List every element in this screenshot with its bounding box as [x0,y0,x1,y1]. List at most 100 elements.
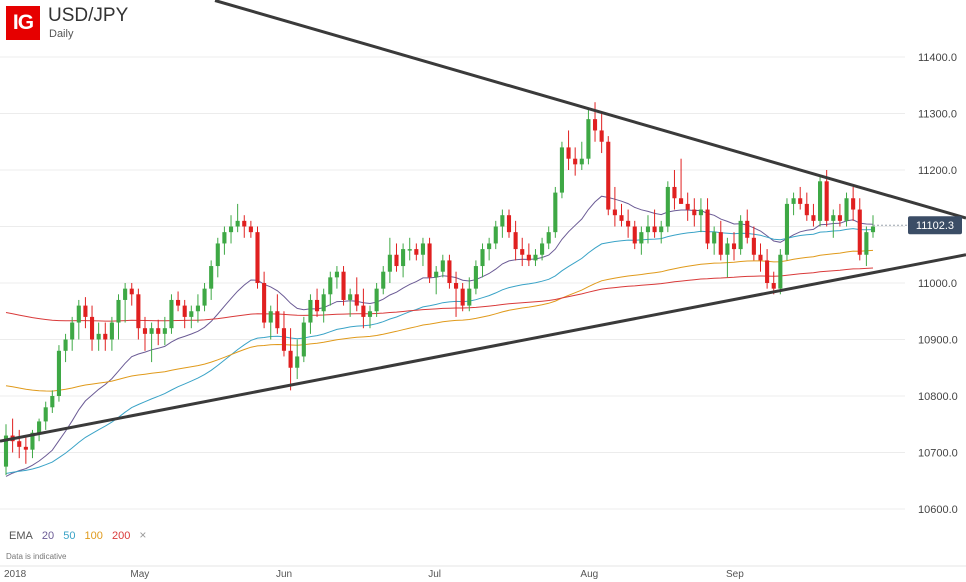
candle-body [698,209,703,216]
candle-body [731,243,737,250]
candle-body [162,328,167,334]
candle-body [176,299,181,306]
timeframe-label[interactable]: Daily [49,28,74,40]
candle-body [672,186,677,199]
candle-body [262,283,267,323]
candle-body [103,333,108,340]
candle-body [228,226,234,233]
grid-lines [0,56,905,510]
candle-body [566,147,571,159]
candle-body [275,311,280,329]
candle-body [56,350,61,396]
candle-body [824,181,829,221]
candle-body [37,421,42,433]
ema-label: EMA [9,530,33,542]
candle-body [751,237,756,255]
candle-body [553,192,558,233]
ema-lines [5,195,874,477]
candle-body [427,243,432,278]
candle-body [354,294,359,306]
candle-body [414,249,419,255]
candle-body [844,198,849,221]
candle-body [573,158,578,165]
candle-body [665,186,670,227]
candle-body [195,305,200,312]
candle-body [784,203,790,255]
candle-body [50,396,55,408]
candle-body [374,288,379,312]
x-tick-label: Aug [580,569,598,580]
candle-body [341,271,346,300]
candle-body [798,198,803,204]
candle-body [348,294,353,300]
ema-50-label[interactable]: 50 [63,530,76,542]
candle-body [639,232,644,244]
candle-body [109,322,114,340]
candle-body [301,322,306,357]
candle-body [705,209,710,244]
candle-body [520,249,525,255]
candle-body [758,254,763,261]
ema-100-line [5,249,874,392]
candle-body [43,407,48,422]
candle-body [818,181,823,221]
x-tick-label: Sep [726,569,744,580]
ema-50-line [5,228,874,474]
candle-body [487,243,492,250]
candle-body [837,215,842,221]
candle-body [506,215,512,233]
candle-body [149,328,154,334]
candle-body [96,333,101,340]
candle-body [407,249,412,251]
lower-trendline [0,253,966,443]
candle-body [23,446,28,450]
candle-body [453,283,459,289]
close-icon[interactable]: × [139,528,147,542]
ig-logo: IG [6,6,40,40]
candle-body [857,209,862,255]
candle-body [387,254,392,272]
candle-body [513,232,518,250]
candle-body [526,254,531,261]
candle-body [361,305,366,317]
candle-body [579,158,584,165]
candle-body [17,441,22,447]
candle-body [89,316,95,340]
candle-body [460,288,465,306]
candle-body [592,119,598,131]
candle-body [645,226,651,233]
instrument-title[interactable]: USD/JPY [48,5,129,26]
x-axis: 2018 May Jun Jul Aug Sep [0,565,966,580]
upper-trendline [214,0,966,220]
candle-body [864,232,869,255]
candle-body [222,232,227,244]
candle-body [467,288,472,306]
candle-body [480,249,485,267]
candle-body [632,226,637,244]
candle-body [308,299,313,323]
candle-body [447,260,452,283]
candle-body [123,288,128,300]
candle-body [533,254,538,261]
ema-20-label[interactable]: 20 [41,530,55,542]
candle-body [738,220,743,250]
candle-body [851,198,856,210]
candle-body [659,226,664,233]
candle-body [76,305,81,323]
candle-body [63,339,68,351]
candle-body [288,350,293,368]
candles [3,102,876,476]
candle-body [321,294,326,312]
candle-body [202,288,207,306]
y-tick-label: 10700.0 [918,448,958,460]
y-tick-label: 11200.0 [918,165,957,177]
ema-200-label[interactable]: 200 [111,530,131,542]
candle-body [440,260,445,272]
last-price-label: 11102.3 [916,220,954,232]
y-tick-label: 11300.0 [918,109,957,121]
candle-body [136,294,141,329]
candle-body [235,220,240,227]
ema-100-label[interactable]: 100 [84,530,103,542]
candle-body [870,226,876,233]
